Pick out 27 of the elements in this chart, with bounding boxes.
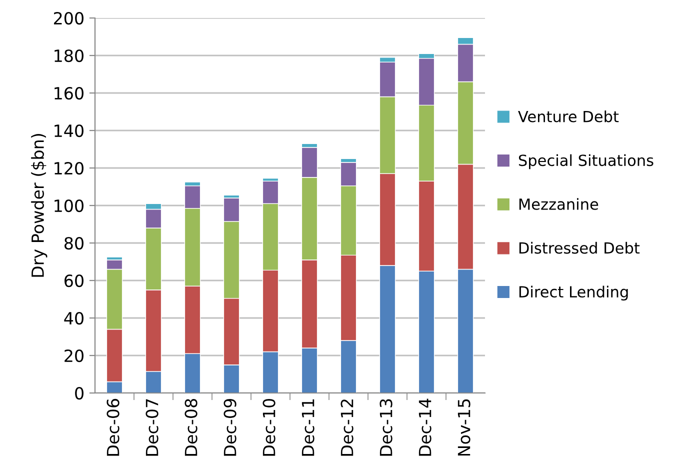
y-tick-label: 100: [54, 199, 84, 212]
y-tick-label: 120: [54, 162, 84, 175]
y-tick-label: 20: [64, 349, 84, 362]
legend-label: Direct Lending: [519, 286, 628, 301]
y-tick-label: 140: [54, 124, 84, 138]
y-tick-label: 60: [64, 274, 84, 288]
y-tick-label: 40: [64, 312, 84, 325]
x-tick-label: Dec-09: [224, 399, 236, 456]
x-tick-label: Dec-08: [184, 399, 198, 456]
x-tick-label: Dec-07: [146, 399, 158, 456]
x-tick-label: Dec-12: [340, 400, 354, 456]
x-tick-label: Nov-15: [458, 399, 470, 456]
x-tick-label: Dec-14: [418, 398, 432, 456]
x-tick-label: Dec-10: [262, 398, 276, 456]
y-tick-label: 180: [54, 49, 84, 62]
legend-label: Special Situations: [518, 154, 654, 170]
y-axis-title: Dry Powder ($bn): [31, 134, 48, 277]
legend-label: Venture Debt: [518, 110, 619, 122]
y-tick-label: 0: [75, 386, 84, 400]
x-tick-label: Dec-06: [106, 398, 120, 456]
legend-label: Mezzanine: [519, 198, 598, 210]
y-tick-label: 80: [64, 236, 84, 250]
x-tick-label: Dec-13: [380, 399, 392, 456]
y-tick-label: 200: [54, 12, 84, 25]
legend-label: Distressed Debt: [519, 242, 640, 254]
x-tick-label: Dec-11: [302, 399, 314, 456]
y-tick-label: 160: [54, 86, 84, 100]
